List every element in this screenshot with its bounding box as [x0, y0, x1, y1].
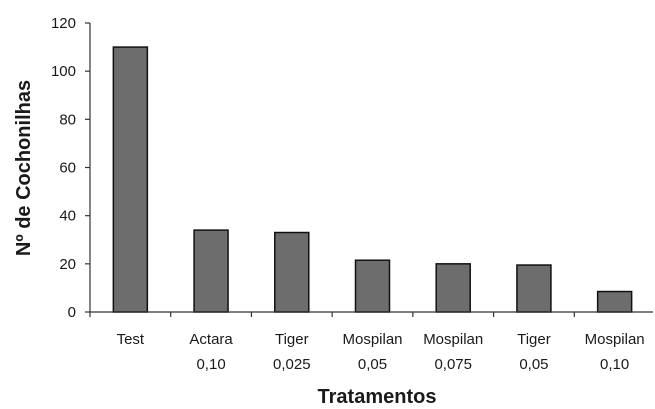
x-tick-label: 0,10 [196, 356, 225, 373]
x-tick-label: 0,075 [434, 356, 472, 373]
bar [193, 229, 229, 313]
x-tick-label: Mospilan [423, 331, 483, 348]
bar [435, 263, 471, 313]
x-tick-label: 0,05 [358, 356, 387, 373]
y-tick-label: 40 [59, 208, 76, 225]
bars [112, 46, 633, 313]
y-tick-label: 20 [59, 256, 76, 273]
y-tick-label: 0 [68, 304, 76, 321]
bar [354, 259, 391, 313]
x-tick-label: Test [117, 331, 145, 348]
x-axis-ticks: Test Actara 0,10 Tiger 0,025 Mospilan 0,05 Mosp… [89, 312, 645, 373]
y-axis-ticks: 0 20 40 60 80 100 120 [51, 15, 90, 321]
y-axis-title: Nº de Cochonilhas [13, 80, 35, 256]
x-tick-label: Mospilan [585, 331, 645, 348]
bar [112, 46, 149, 313]
bar [516, 264, 552, 313]
x-tick-label: 0,025 [273, 356, 311, 373]
y-tick-label: 80 [59, 111, 76, 128]
y-tick-label: 120 [51, 15, 76, 32]
x-axis-title: Tratamentos [318, 386, 437, 408]
bar [274, 231, 310, 313]
x-tick-label: 0,05 [519, 356, 548, 373]
y-tick-label: 60 [59, 160, 76, 177]
x-tick-label: Tiger [275, 331, 309, 348]
x-tick-label: Tiger [517, 331, 551, 348]
x-tick-label: 0,10 [600, 356, 629, 373]
y-tick-label: 100 [51, 63, 76, 80]
x-tick-label: Mospilan [342, 331, 402, 348]
x-tick-label: Actara [189, 331, 233, 348]
bar [596, 290, 633, 313]
